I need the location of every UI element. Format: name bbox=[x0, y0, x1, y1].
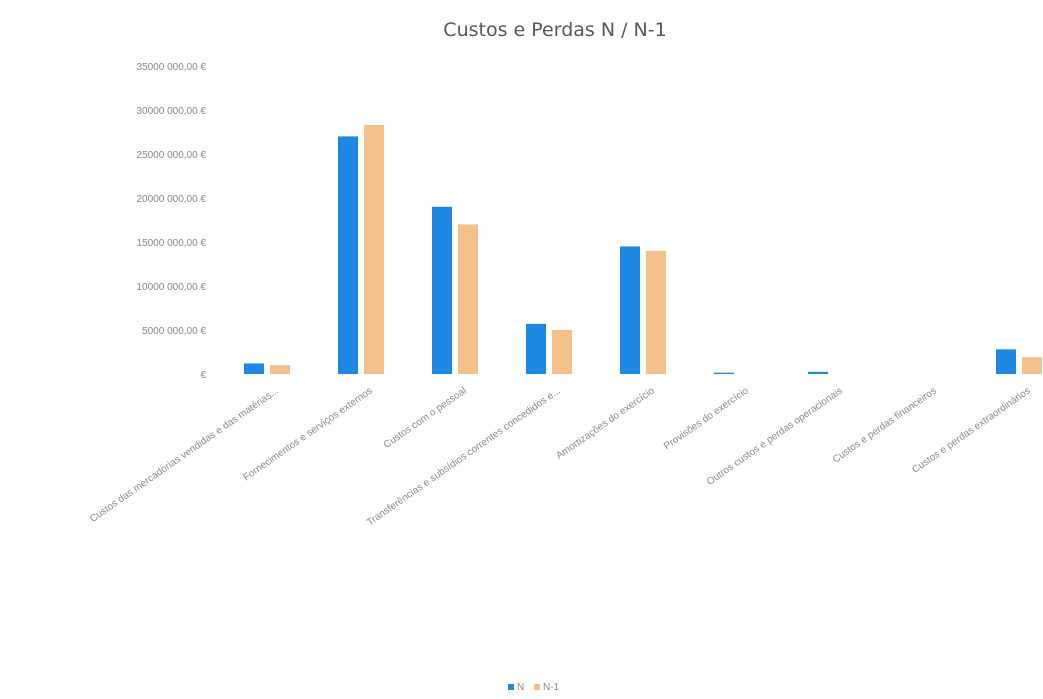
bar-n-1-1 bbox=[364, 124, 384, 375]
bar-n-8 bbox=[996, 349, 1016, 374]
category-label: Transferências e subsídios correntes con… bbox=[365, 385, 563, 528]
y-tick-label: 25000 000,00 € bbox=[136, 150, 206, 161]
y-tick-label: 10000 000,00 € bbox=[136, 282, 206, 293]
bar-n-1-0 bbox=[270, 365, 290, 374]
bar-n-1-3 bbox=[552, 330, 572, 374]
y-axis-ticks: €5000 000,00 € 10000 000,00 € 15000 000,00… bbox=[136, 62, 206, 381]
legend-swatch bbox=[534, 684, 540, 690]
chart-title: Custos e Perdas N / N-1 bbox=[443, 19, 666, 41]
bar-n-3 bbox=[526, 323, 546, 374]
legend-label: N bbox=[517, 682, 524, 693]
legend: N N-1 bbox=[508, 682, 560, 693]
y-tick-label: 15000 000,00 € bbox=[136, 238, 206, 249]
bar-n-5 bbox=[714, 372, 734, 374]
category-labels: Custos das mercadorias vendidas e das ma… bbox=[88, 385, 1033, 528]
bar-n-4 bbox=[620, 246, 640, 374]
bar-n-1 bbox=[338, 136, 358, 374]
bar-n-6 bbox=[808, 371, 828, 374]
legend-swatch bbox=[508, 684, 514, 690]
category-label: Custos das mercadorias vendidas e das ma… bbox=[88, 385, 281, 524]
y-tick-label: 20000 000,00 € bbox=[136, 194, 206, 205]
category-label: Custos e perdas financeiros bbox=[831, 385, 939, 465]
bars-group bbox=[244, 124, 1042, 375]
y-tick-label: € bbox=[200, 370, 206, 381]
bar-n-1-8 bbox=[1022, 357, 1042, 374]
category-label: Amortizações do exercício bbox=[554, 385, 657, 462]
y-tick-label: 30000 000,00 € bbox=[136, 106, 206, 117]
bar-n-2 bbox=[432, 206, 452, 374]
bar-n-1-2 bbox=[458, 224, 478, 374]
y-tick-label: 35000 000,00 € bbox=[136, 62, 206, 73]
bar-n-1-4 bbox=[646, 250, 666, 374]
category-label: Custos com o pessoal bbox=[382, 385, 469, 450]
legend-label: N-1 bbox=[543, 682, 560, 693]
category-label: Provisões do exercício bbox=[662, 385, 751, 452]
y-tick-label: 5000 000,00 € bbox=[142, 326, 206, 337]
bar-n-0 bbox=[244, 363, 264, 374]
